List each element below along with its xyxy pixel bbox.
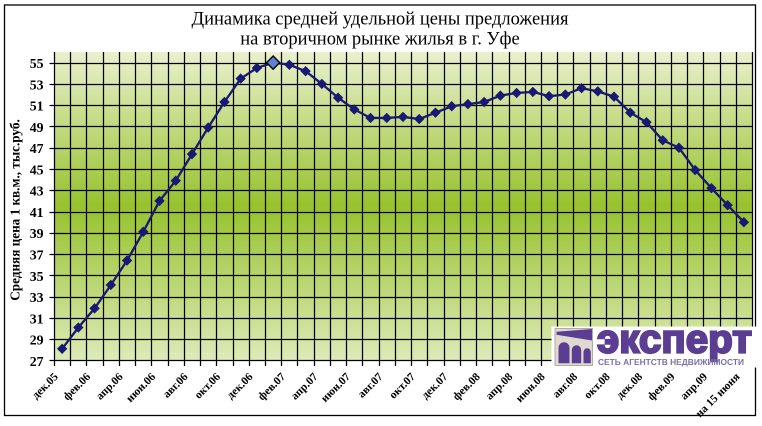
svg-text:45: 45: [30, 162, 44, 177]
svg-text:35: 35: [30, 269, 44, 284]
svg-text:55: 55: [30, 56, 44, 71]
svg-text:47: 47: [30, 141, 44, 156]
svg-text:39: 39: [30, 226, 44, 241]
svg-text:33: 33: [30, 290, 44, 305]
svg-text:эксперт: эксперт: [597, 317, 752, 361]
svg-text:29: 29: [30, 333, 44, 348]
svg-text:Средняя цена 1 кв.м., тыс.руб.: Средняя цена 1 кв.м., тыс.руб.: [8, 119, 23, 301]
svg-text:27: 27: [30, 354, 44, 369]
svg-text:51: 51: [30, 99, 44, 114]
svg-text:Динамика средней удельной цены: Динамика средней удельной цены предложен…: [192, 10, 569, 30]
svg-text:37: 37: [30, 248, 44, 263]
svg-text:41: 41: [30, 205, 44, 220]
svg-text:на вторичном рынке жилья в г.: на вторичном рынке жилья в г. Уфе: [240, 30, 520, 50]
svg-text:31: 31: [30, 311, 44, 326]
svg-text:53: 53: [30, 77, 44, 92]
svg-text:СЕТЬ АГЕНТСТВ НЕДВИЖИМОСТИ: СЕТЬ АГЕНТСТВ НЕДВИЖИМОСТИ: [598, 357, 744, 367]
svg-text:49: 49: [30, 120, 44, 135]
svg-text:43: 43: [30, 184, 44, 199]
